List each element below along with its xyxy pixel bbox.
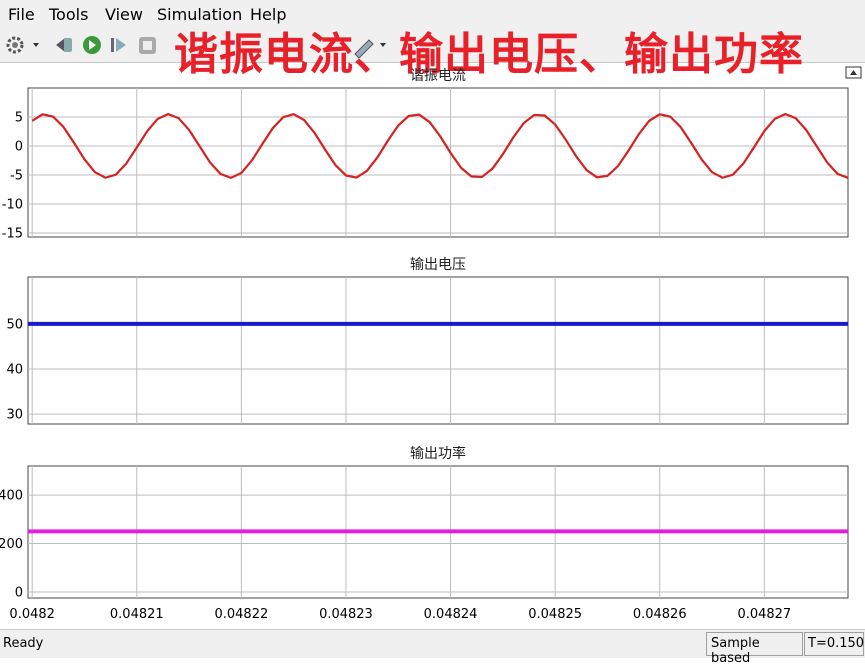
status-box: T=0.150 bbox=[804, 632, 864, 656]
plot-area bbox=[27, 87, 849, 238]
data-line bbox=[31, 112, 848, 180]
toolbar bbox=[0, 28, 865, 63]
run-button[interactable] bbox=[83, 36, 101, 54]
menu-item[interactable]: Tools bbox=[49, 5, 89, 24]
step-forward-button[interactable] bbox=[111, 38, 126, 52]
y-tick-label: -10 bbox=[2, 197, 23, 212]
plot-title: 输出电压 bbox=[410, 257, 466, 273]
menu-bar: File Tools View Simulation Help bbox=[0, 0, 865, 28]
x-tick-label: 0.0482 bbox=[9, 607, 55, 622]
style-button[interactable] bbox=[354, 39, 386, 59]
status-mode: Sample based bbox=[711, 636, 760, 666]
x-tick-label: 0.04821 bbox=[110, 607, 164, 622]
status-bar: Ready Sample based T=0.150 bbox=[0, 629, 865, 666]
y-tick-label: 30 bbox=[6, 408, 23, 423]
y-tick-label: 400 bbox=[0, 489, 23, 504]
x-tick-label: 0.04827 bbox=[737, 607, 791, 622]
status-text: Ready bbox=[3, 636, 44, 651]
stop-button[interactable] bbox=[139, 37, 156, 54]
plot: 谐振电流 5 0 -5 -10 -15 bbox=[2, 68, 849, 241]
toolbar-icons bbox=[6, 36, 386, 59]
settings-button[interactable] bbox=[6, 36, 39, 54]
plot-title: 谐振电流 bbox=[410, 68, 466, 84]
x-tick-label: 0.04824 bbox=[424, 607, 478, 622]
x-tick-label: 0.04823 bbox=[319, 607, 373, 622]
menu-item[interactable]: File bbox=[8, 5, 35, 24]
plot: 输出功率 0.0482 0.04821 0.04822 0.04823 0.04824 0.… bbox=[0, 445, 849, 622]
y-tick-label: 0 bbox=[15, 585, 23, 600]
x-tick-label: 0.04822 bbox=[214, 607, 268, 622]
y-tick-label: 5 bbox=[15, 110, 23, 125]
y-tick-label: 40 bbox=[6, 362, 23, 377]
plot-area bbox=[27, 276, 849, 425]
x-tick-label: 0.04825 bbox=[528, 607, 582, 622]
status-box: Sample based bbox=[706, 632, 803, 666]
step-back-button[interactable] bbox=[56, 38, 72, 52]
menu-item[interactable]: Simulation bbox=[157, 5, 243, 24]
plot: 输出电压 50 40 30 bbox=[6, 257, 849, 425]
y-tick-label: 50 bbox=[6, 317, 23, 332]
plot-title: 输出功率 bbox=[410, 445, 466, 462]
y-tick-label: -15 bbox=[2, 226, 23, 241]
overlay-title: 谐振电流、输出电压、输出功率 bbox=[174, 29, 804, 80]
status-time: T=0.150 bbox=[808, 636, 865, 651]
y-tick-label: -5 bbox=[10, 168, 23, 183]
y-tick-label: 0 bbox=[15, 139, 23, 154]
restore-button[interactable] bbox=[845, 66, 862, 79]
menu-item[interactable]: Help bbox=[250, 5, 287, 24]
x-tick-label: 0.04826 bbox=[633, 607, 687, 622]
menu-item[interactable]: View bbox=[105, 5, 143, 24]
y-tick-label: 200 bbox=[0, 537, 23, 552]
